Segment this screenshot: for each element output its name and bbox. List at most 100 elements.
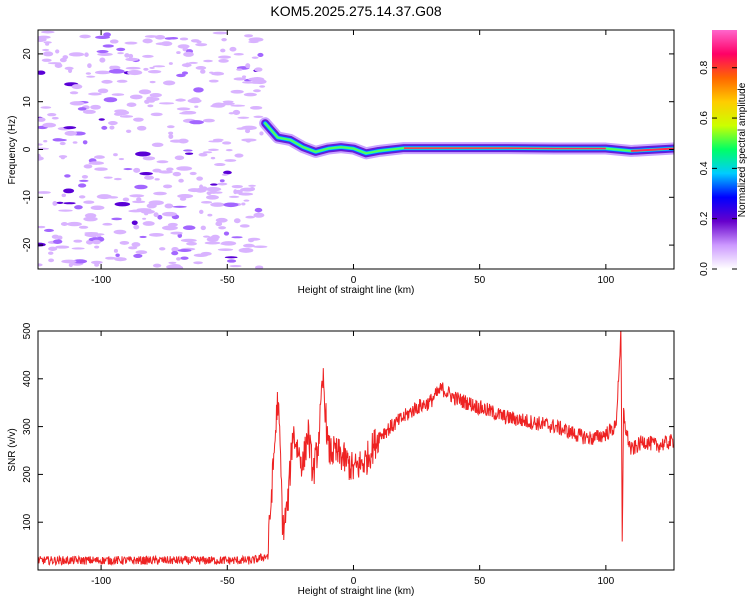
spectrogram-speckle (213, 139, 224, 142)
spectrogram-speckle (250, 81, 264, 84)
spectrogram-speckle (64, 174, 71, 177)
spectrogram-speckle (210, 105, 220, 108)
spectrogram-speckle (243, 244, 255, 248)
spectrogram-speckle (180, 256, 188, 259)
spectrogram-speckle (196, 66, 207, 70)
spectrogram-speckle (52, 235, 60, 239)
spectrogram-speckle (37, 191, 51, 194)
spectrogram-speckle (201, 201, 212, 204)
spectrogram-speckle (175, 155, 185, 160)
spectrogram-speckle (111, 218, 122, 221)
spectrogram-speckle (169, 62, 173, 65)
spectrogram-speckle (152, 143, 164, 147)
x-tick-label: -50 (220, 275, 235, 286)
spectrogram-speckle (133, 168, 140, 173)
spectrogram-speckle (110, 39, 119, 43)
spectrogram-speckle (176, 266, 183, 271)
spectrogram-speckle (90, 105, 101, 110)
spectrogram-speckle (52, 201, 57, 206)
spectrogram-speckle (87, 63, 92, 68)
spectrogram-speckle (159, 247, 165, 250)
spectrogram-speckle (220, 49, 225, 53)
spectrogram-speckle (194, 105, 198, 107)
spectrogram-speckle (73, 141, 78, 144)
spectrogram-speckle (171, 251, 178, 255)
spectrogram-speckle (173, 206, 187, 208)
spectrogram-speckle (245, 129, 250, 133)
spectrogram-speckle (37, 36, 51, 39)
spectrogram-speckle (185, 152, 193, 154)
spectrogram-speckle (183, 52, 194, 57)
spectrogram-speckle (139, 172, 153, 175)
y-tick-label: 0 (22, 146, 33, 152)
spectrogram-speckle (61, 222, 68, 226)
spectrogram-speckle (159, 102, 174, 104)
spectrogram-speckle (86, 72, 91, 75)
spectrogram-speckle (117, 80, 128, 83)
spectrogram-speckle (139, 89, 151, 94)
spectrogram-speckle (241, 138, 256, 141)
spectrogram-speckle (154, 212, 159, 217)
spectrogram-speckle (43, 51, 53, 56)
spectrogram-speckle (55, 245, 69, 248)
spectrogram-speckle (72, 247, 85, 249)
spectrogram-speckle (255, 208, 263, 212)
spectrogram-speckle (147, 104, 153, 107)
spectrogram-speckle (134, 185, 147, 189)
spectrogram-speckle (127, 102, 137, 107)
spectrogram-speckle (74, 205, 83, 209)
spectrogram-speckle (61, 155, 65, 159)
spectrogram-speckle (196, 176, 203, 180)
spectrogram-speckle (79, 180, 89, 182)
spectrogram-speckle (220, 179, 225, 182)
spectrogram-speckle (112, 93, 125, 96)
spectrogram-speckle (210, 202, 224, 206)
spectrogram-speckle (94, 246, 99, 249)
spectrogram-speckle (209, 72, 213, 74)
spectrogram-speckle (44, 41, 52, 43)
spectrogram-speckle (62, 194, 66, 197)
spectrogram-speckle (180, 37, 188, 40)
spectrogram-speckle (79, 195, 85, 198)
spectrogram-speckle (119, 158, 124, 160)
spectrogram-speckle (143, 38, 153, 43)
spectrogram-speckle (63, 202, 75, 204)
spectrogram-speckle (165, 204, 174, 209)
spectrogram-speckle (216, 218, 228, 223)
spectrogram-speckle (163, 184, 172, 188)
y-tick-label: 500 (22, 322, 33, 339)
spectrogram-speckle (135, 250, 147, 254)
spectrogram-speckle (79, 35, 91, 39)
spectrogram-speckle (86, 76, 95, 78)
spectrogram-speckle (234, 53, 244, 56)
spectrogram-speckle (153, 192, 167, 196)
spectrogram-speckle (83, 140, 88, 144)
spectrogram-speckle (170, 232, 182, 235)
spectrogram-speckle (211, 157, 215, 159)
spectrogram-speckle (67, 222, 82, 226)
spectrogram-speckle (139, 236, 146, 238)
spectrogram-speckle (63, 188, 74, 193)
spectrogram-speckle (84, 52, 89, 57)
spectrogram-speckle (245, 216, 255, 219)
spectrogram-speckle (208, 149, 219, 151)
spectrogram-speckle (209, 80, 219, 83)
spectrogram-speckle (97, 50, 109, 53)
spectrogram-speckle (142, 218, 146, 220)
spectrogram-speckle (70, 91, 78, 94)
spectrogram-speckle (155, 178, 160, 180)
spectrogram-speckle (65, 67, 74, 70)
spectrogram-speckle (222, 102, 235, 105)
y-tick-label: 300 (22, 418, 33, 435)
spectrogram-speckle (95, 71, 110, 75)
spectrogram-x-label: Height of straight line (km) (298, 285, 415, 296)
spectrogram-speckle (203, 236, 210, 238)
spectrogram-speckle (222, 141, 231, 144)
colorbar-tick-label: 0.8 (699, 60, 710, 74)
spectrogram-speckle (144, 100, 150, 104)
spectrogram-speckle (52, 117, 59, 120)
spectrogram-speckle (120, 241, 130, 245)
spectrogram-speckle (125, 58, 138, 61)
